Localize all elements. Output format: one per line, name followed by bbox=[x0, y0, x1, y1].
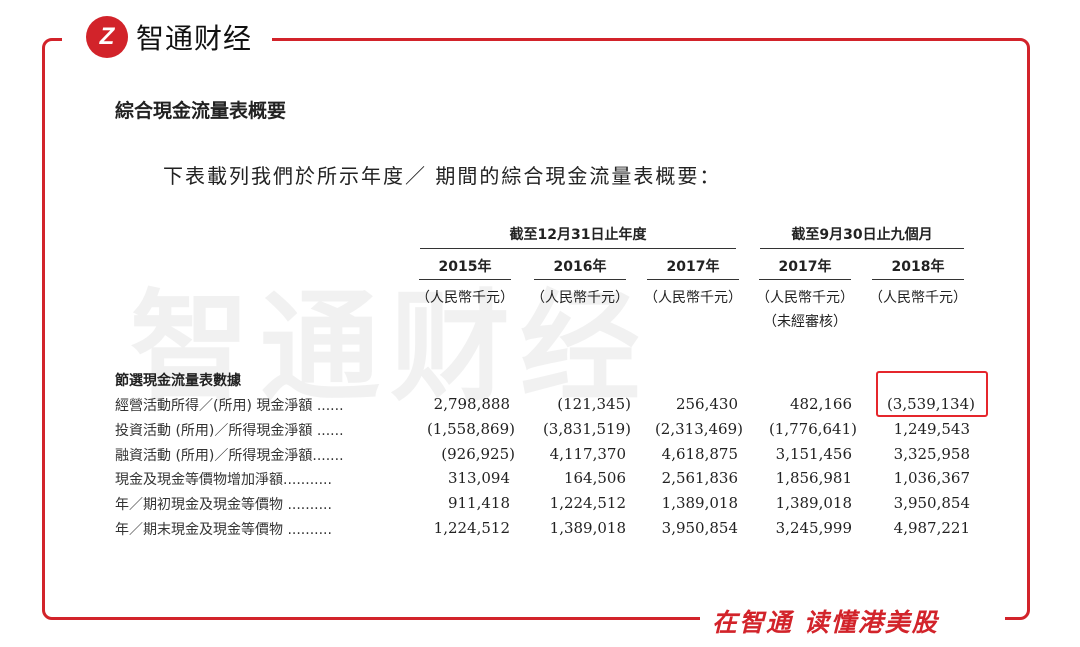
logo-icon: Z bbox=[86, 16, 128, 58]
cell-value: (3,539,134) bbox=[886, 395, 975, 413]
section-title: 節選現金流量表數據 bbox=[115, 373, 241, 389]
unit-header: （人民幣千元） bbox=[756, 290, 854, 306]
year-header: 2018年 bbox=[872, 256, 964, 280]
year-header: 2017年 bbox=[759, 256, 851, 280]
intro-text: 下表載列我們於所示年度／ 期間的綜合現金流量表概要： bbox=[163, 164, 722, 188]
year-header: 2015年 bbox=[419, 256, 511, 280]
watermark: 智通财经 bbox=[130, 279, 650, 418]
cell-value: 1,389,018 bbox=[661, 494, 738, 513]
cell-value: 4,987,221 bbox=[893, 519, 970, 537]
cell-value: (1,558,869) bbox=[426, 419, 515, 438]
cell-value: 911,418 bbox=[447, 494, 510, 513]
table-row: 現金及現金等價物增加淨額........... 313,094 164,506 2,5… bbox=[115, 469, 975, 491]
page-title: 綜合現金流量表概要 bbox=[115, 100, 287, 122]
cell-value: 3,151,456 bbox=[775, 444, 852, 463]
table-row: 投資活動 (所用)／所得現金淨額 ...... (1,558,869) (3,831… bbox=[115, 420, 975, 442]
cell-value: 2,561,836 bbox=[661, 469, 738, 488]
cell-value: 3,245,999 bbox=[775, 519, 852, 537]
cell-value: 1,224,512 bbox=[433, 519, 510, 537]
cell-value: (2,313,469) bbox=[654, 419, 743, 438]
header-group-nine-months: 截至9月30日止九個月 bbox=[760, 224, 964, 249]
cell-value: 313,094 bbox=[447, 469, 510, 488]
highlight-box bbox=[876, 371, 988, 417]
year-header: 2016年 bbox=[534, 256, 626, 280]
cell-value: 1,249,543 bbox=[893, 419, 970, 438]
row-label: 融資活動 (所用)／所得現金淨額....... bbox=[115, 447, 344, 464]
brand-name: 智通财经 bbox=[136, 22, 253, 55]
cell-value: 1,224,512 bbox=[549, 494, 626, 513]
unit-header: （人民幣千元） bbox=[644, 290, 742, 306]
unit-header: （人民幣千元） bbox=[416, 290, 514, 306]
cell-value: 4,117,370 bbox=[549, 444, 626, 463]
table-row: 年／期末現金及現金等價物 .......... 1,224,512 1,389,01… bbox=[115, 519, 975, 541]
table-row: 經營活動所得／(所用) 現金淨額 ...... 2,798,888 (121,345… bbox=[115, 395, 975, 417]
cell-value: 2,798,888 bbox=[433, 395, 510, 413]
table-row: 年／期初現金及現金等價物 .......... 911,418 1,224,512 1… bbox=[115, 494, 975, 516]
cell-value: 164,506 bbox=[563, 469, 626, 488]
unit-header: （人民幣千元） bbox=[531, 290, 629, 306]
cell-value: 1,389,018 bbox=[549, 519, 626, 537]
cell-value: 256,430 bbox=[675, 395, 738, 413]
cell-value: 3,950,854 bbox=[893, 494, 970, 513]
cell-value: 1,036,367 bbox=[893, 469, 970, 488]
cell-value: 4,618,875 bbox=[661, 444, 738, 463]
header-group-annual: 截至12月31日止年度 bbox=[420, 224, 736, 249]
cell-value: 482,166 bbox=[789, 395, 852, 413]
cell-value: 3,950,854 bbox=[661, 519, 738, 537]
unaudited-label: （未經審核） bbox=[763, 314, 847, 330]
row-label: 經營活動所得／(所用) 現金淨額 ...... bbox=[115, 398, 344, 414]
cell-value: (1,776,641) bbox=[768, 419, 857, 438]
brand-logo: Z 智通财经 bbox=[86, 16, 252, 58]
row-label: 投資活動 (所用)／所得現金淨額 ...... bbox=[115, 422, 344, 439]
row-label: 年／期初現金及現金等價物 .......... bbox=[115, 497, 332, 514]
row-label: 現金及現金等價物增加淨額........... bbox=[115, 472, 332, 489]
year-header: 2017年 bbox=[647, 256, 739, 280]
row-label: 年／期末現金及現金等價物 .......... bbox=[115, 522, 332, 538]
table-row: 融資活動 (所用)／所得現金淨額....... (926,925) 4,117,37… bbox=[115, 445, 975, 467]
frame-border bbox=[42, 38, 1030, 620]
cell-value: (121,345) bbox=[557, 395, 631, 413]
cell-value: 3,325,958 bbox=[893, 444, 970, 463]
cell-value: 1,856,981 bbox=[775, 469, 852, 488]
slogan: 在智通 读懂港美股 bbox=[712, 608, 939, 637]
cell-value: (926,925) bbox=[441, 444, 515, 463]
cell-value: (3,831,519) bbox=[542, 419, 631, 438]
unit-header: （人民幣千元） bbox=[869, 290, 967, 306]
cell-value: 1,389,018 bbox=[775, 494, 852, 513]
